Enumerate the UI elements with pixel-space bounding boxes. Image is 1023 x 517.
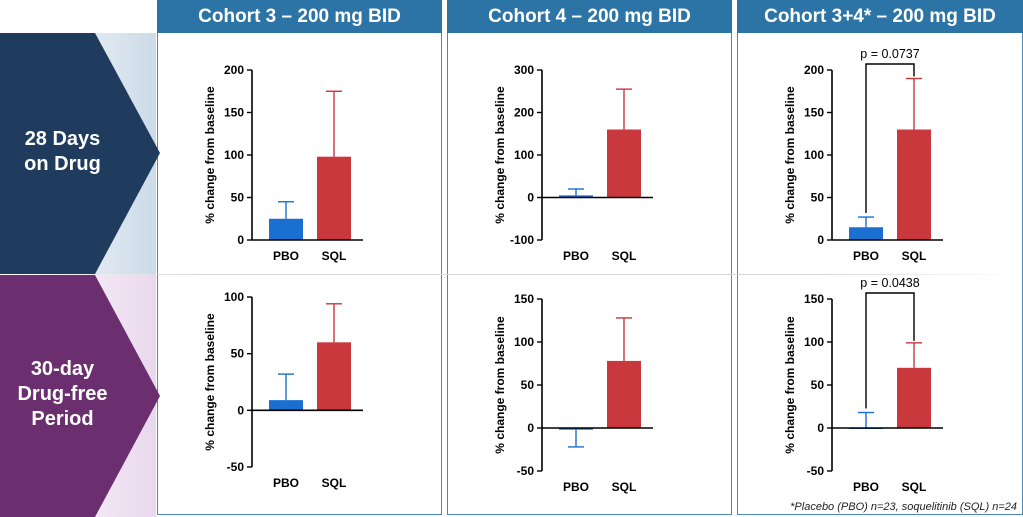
y-tick-label: 100	[804, 335, 824, 349]
header-cohort-4-label: Cohort 4 – 200 mg BID	[488, 5, 691, 27]
row2-label: 30-day Drug-free Period	[17, 358, 108, 430]
x-category-label: SQL	[322, 249, 347, 263]
x-category-label: SQL	[612, 480, 637, 494]
footnote: *Placebo (PBO) n=23, soquelitinib (SQL) …	[790, 501, 1017, 513]
bar-pbo	[849, 227, 883, 240]
x-category-label: PBO	[563, 480, 589, 494]
bar-pbo	[269, 218, 303, 240]
y-tick-label: 50	[811, 378, 825, 392]
error-bar-pbo	[278, 201, 294, 219]
y-tick-label: 0	[237, 403, 244, 417]
x-category-label: PBO	[853, 480, 879, 494]
y-tick-label: 150	[804, 292, 824, 306]
y-tick-label: 100	[224, 290, 244, 304]
y-tick-label: 0	[237, 233, 244, 247]
chart-cohort-4-drug-free: -50 0 50 100 150 PBO SQL % change from baseline	[493, 292, 653, 494]
x-category-label: SQL	[902, 480, 927, 494]
header-cohort-3-label: Cohort 3 – 200 mg BID	[198, 5, 401, 27]
y-tick-label: 200	[224, 63, 244, 77]
header-cohort-4: Cohort 4 – 200 mg BID	[447, 0, 732, 33]
y-tick-label: 200	[804, 63, 824, 77]
y-tick-label: 0	[527, 421, 534, 435]
bar-sql	[317, 156, 351, 240]
bar-pbo	[559, 195, 593, 198]
y-axis-label: % change from baseline	[783, 316, 797, 454]
bar-sql	[897, 367, 931, 428]
chart-cohort-3-day28: 0 50 100 150 200 PBO SQL % change from baseline	[203, 63, 363, 263]
p-value-bracket	[865, 292, 915, 409]
chart-cohort-3-drug-free: -50 0 50 100 PBO SQL % change from baseline	[203, 290, 363, 490]
error-bar-sql	[616, 317, 632, 361]
x-category-label: SQL	[902, 249, 927, 263]
y-tick-label: 50	[811, 191, 825, 205]
y-axis-label: % change from baseline	[493, 86, 507, 224]
p-value-bracket	[865, 63, 915, 214]
y-tick-label: 100	[804, 148, 824, 162]
y-axis-label: % change from baseline	[203, 313, 217, 451]
y-tick-label: 150	[514, 292, 534, 306]
y-tick-label: -50	[227, 460, 245, 474]
x-category-label: PBO	[273, 249, 299, 263]
bar-sql	[607, 129, 641, 198]
y-tick-label: 0	[527, 191, 534, 205]
x-category-label: PBO	[853, 249, 879, 263]
error-bar-pbo	[278, 373, 294, 401]
chart-cohort-3-4-drug-free: -50 0 50 100 150 PBO SQL % change from baseline…	[783, 276, 943, 494]
error-bar-sql	[906, 342, 922, 368]
y-tick-label: 0	[817, 421, 824, 435]
y-tick-label: 100	[514, 148, 534, 162]
y-tick-label: 50	[231, 191, 245, 205]
chart-cohort-4-day28: -100 0 100 200 300 PBO SQL % change from baseli…	[493, 63, 653, 263]
y-tick-label: 300	[514, 63, 534, 77]
p-value-label: p = 0.0737	[860, 47, 919, 61]
header-cohort-3-4-label: Cohort 3+4* – 200 mg BID	[764, 5, 996, 27]
y-axis-label: % change from baseline	[203, 86, 217, 224]
bar-sql	[897, 129, 931, 240]
bar-pbo	[559, 428, 593, 430]
y-axis-label: % change from baseline	[783, 86, 797, 224]
y-tick-label: -100	[510, 233, 534, 247]
row2-arrow	[0, 275, 160, 517]
bar-pbo	[269, 400, 303, 411]
y-axis-label: % change from baseline	[493, 316, 507, 454]
error-bar-pbo	[568, 429, 584, 448]
y-tick-label: 100	[514, 335, 534, 349]
y-tick-label: -50	[807, 464, 825, 478]
row-divider	[0, 274, 1023, 275]
x-category-label: PBO	[563, 249, 589, 263]
error-bar-sql	[616, 88, 632, 130]
y-tick-label: 50	[231, 347, 245, 361]
error-bar-pbo	[858, 411, 874, 428]
row1-label: 28 Days on Drug	[24, 128, 101, 175]
error-bar-sql	[326, 303, 342, 343]
error-bar-pbo	[858, 216, 874, 228]
y-tick-label: 100	[224, 148, 244, 162]
y-tick-label: 0	[817, 233, 824, 247]
p-value-label: p = 0.0438	[860, 276, 919, 290]
y-tick-label: -50	[517, 464, 535, 478]
x-category-label: SQL	[322, 476, 347, 490]
error-bar-pbo	[568, 188, 584, 196]
x-category-label: PBO	[273, 476, 299, 490]
chart-cohort-3-4-day28: 0 50 100 150 200 PBO SQL % change from baseline…	[783, 47, 943, 263]
header-cohort-3-4: Cohort 3+4* – 200 mg BID	[737, 0, 1023, 33]
y-tick-label: 150	[224, 106, 244, 120]
y-tick-label: 200	[514, 106, 534, 120]
y-tick-label: 50	[521, 378, 535, 392]
bar-sql	[317, 342, 351, 411]
y-tick-label: 150	[804, 106, 824, 120]
header-cohort-3: Cohort 3 – 200 mg BID	[157, 0, 442, 33]
error-bar-sql	[326, 90, 342, 157]
error-bar-sql	[906, 77, 922, 130]
x-category-label: SQL	[612, 249, 637, 263]
bar-sql	[607, 360, 641, 428]
row1-arrow	[0, 33, 160, 274]
